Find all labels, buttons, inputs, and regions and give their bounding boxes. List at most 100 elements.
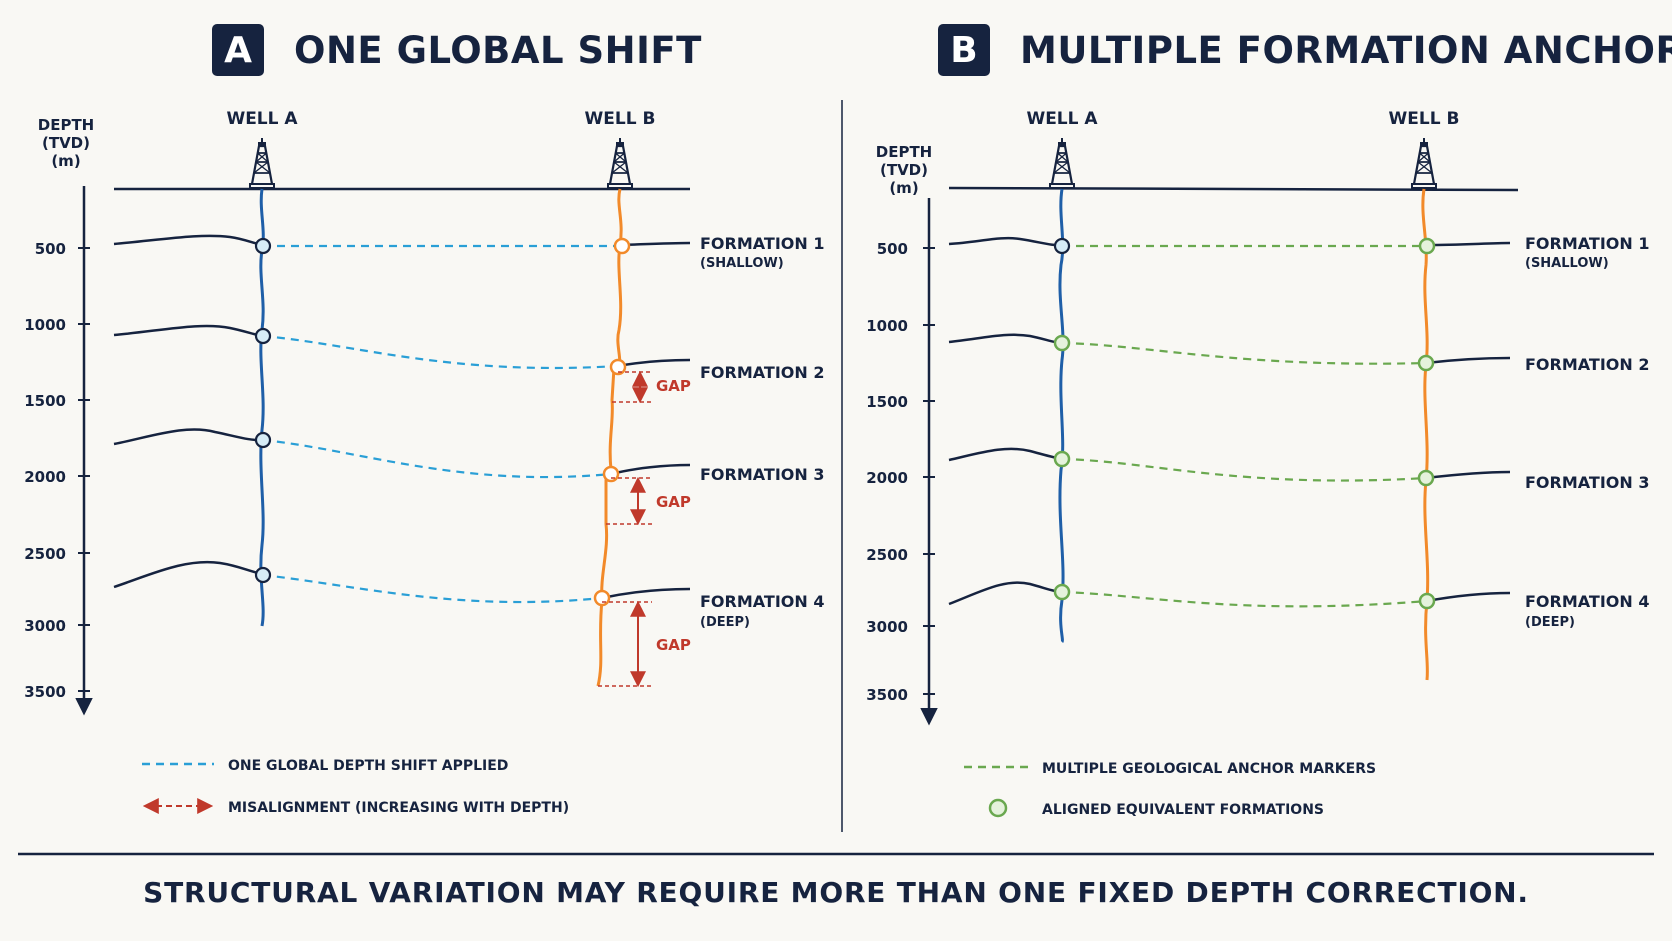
panel-b-header: B MULTIPLE FORMATION ANCHORS: [938, 22, 1672, 78]
oil-derrick-icon: [1410, 136, 1438, 190]
formation-1-horizon-left: [948, 236, 1062, 247]
panel-a-title: ONE GLOBAL SHIFT: [294, 28, 702, 72]
panel-b: DEPTH (TVD) (m) 500 1000 1500 2000 2500 …: [866, 109, 1649, 818]
well-a-label: WELL A: [226, 109, 298, 129]
formation-2-horizon-right: [617, 358, 691, 368]
formation-marker-well-b: [593, 589, 611, 607]
gap-indicator: GAP: [612, 370, 691, 404]
formation-marker-well-a: [254, 327, 272, 345]
anchor-marker-well-a: [1053, 450, 1071, 468]
depth-axis-label-line: DEPTH: [876, 143, 932, 161]
anchor-marker-well-b: [1417, 354, 1435, 372]
anchor-marker-well-a: [1053, 583, 1071, 601]
anchor-marker-well-b: [1417, 469, 1435, 487]
depth-axis-label-line: (TVD): [880, 161, 928, 179]
anchor-marker-well-a: [1053, 334, 1071, 352]
depth-tick-label: 2500: [24, 545, 66, 563]
depth-tick-label: 2000: [866, 469, 908, 487]
formation-marker-well-a: [254, 431, 272, 449]
formation-3-horizon-right: [610, 463, 691, 476]
gap-indicator: GAP: [598, 600, 691, 688]
well-a-trace: [259, 188, 265, 627]
depth-axis-label-line: (m): [889, 179, 918, 197]
depth-ticks: 500 1000 1500 2000 2500 3000 3500: [24, 240, 90, 701]
formation-marker-well-a: [1053, 237, 1071, 255]
global-shift-line-formation-4: [262, 573, 603, 604]
panel-b-title: MULTIPLE FORMATION ANCHORS: [1020, 28, 1672, 72]
depth-tick-label: 1500: [866, 393, 908, 411]
formation-4-horizon-right: [1426, 591, 1511, 603]
well-b-label: WELL B: [585, 109, 656, 129]
well-a-trace: [1058, 188, 1065, 644]
global-shift-line-formation-3: [262, 438, 612, 479]
formation-1-horizon-right: [621, 241, 691, 247]
formation-3-label: FORMATION 3: [700, 465, 824, 484]
well-a-label: WELL A: [1026, 109, 1098, 129]
formation-1-label: FORMATION 1: [700, 234, 824, 253]
formation-1-sublabel: (SHALLOW): [700, 256, 784, 271]
gap-label: GAP: [656, 636, 691, 654]
depth-tick-label: 3000: [866, 618, 908, 636]
anchor-marker-well-b: [1418, 237, 1436, 255]
formation-2-label: FORMATION 2: [1525, 355, 1649, 374]
formation-4-label: FORMATION 4: [700, 592, 824, 611]
anchor-line-formation-3: [1061, 457, 1427, 482]
depth-axis-label-line: (m): [51, 152, 80, 170]
formation-marker-well-b: [609, 358, 627, 376]
oil-derrick-icon: [606, 136, 634, 190]
oil-derrick-icon: [1048, 136, 1076, 190]
legend-swatch-aligned-formations: [988, 798, 1008, 818]
legend-label: MISALIGNMENT (INCREASING WITH DEPTH): [228, 800, 569, 816]
depth-tick-label: 1500: [24, 392, 66, 410]
formation-1-sublabel: (SHALLOW): [1525, 256, 1609, 271]
depth-tick-label: 1000: [866, 317, 908, 335]
formation-3-label: FORMATION 3: [1525, 473, 1649, 492]
formation-4-sublabel: (DEEP): [1525, 615, 1575, 630]
panel-a: DEPTH (TVD) (m) 500 1000 1500 2000 2500 …: [24, 109, 824, 816]
formation-4-horizon-left: [113, 560, 264, 589]
formation-1-label: FORMATION 1: [1525, 234, 1649, 253]
formation-4-sublabel: (DEEP): [700, 615, 750, 630]
depth-tick-label: 500: [877, 240, 908, 258]
formation-4-horizon-left: [948, 581, 1063, 606]
depth-ticks: 500 1000 1500 2000 2500 3000 3500: [866, 240, 935, 704]
formation-1-horizon-right: [1426, 241, 1511, 247]
depth-axis-label-line: DEPTH: [38, 116, 94, 134]
legend-a: ONE GLOBAL DEPTH SHIFT APPLIED MISALIGNM…: [142, 758, 569, 816]
formation-marker-well-b: [602, 465, 620, 483]
depth-axis-label-line: (TVD): [42, 134, 90, 152]
gap-label: GAP: [656, 377, 691, 395]
depth-tick-label: 3500: [866, 686, 908, 704]
footer-caption: STRUCTURAL VARIATION MAY REQUIRE MORE TH…: [143, 876, 1529, 909]
legend-label: MULTIPLE GEOLOGICAL ANCHOR MARKERS: [1042, 761, 1376, 777]
formation-4-horizon-right: [601, 587, 691, 600]
depth-tick-label: 3000: [24, 617, 66, 635]
depth-tick-label: 1000: [24, 316, 66, 334]
panel-a-badge: A: [212, 24, 264, 76]
anchor-line-formation-2: [1061, 341, 1427, 365]
legend-b: MULTIPLE GEOLOGICAL ANCHOR MARKERS ALIGN…: [964, 761, 1376, 818]
formation-4-label: FORMATION 4: [1525, 592, 1649, 611]
legend-label: ALIGNED EQUIVALENT FORMATIONS: [1042, 802, 1324, 818]
well-b-label: WELL B: [1389, 109, 1460, 129]
well-b-trace: [596, 188, 623, 687]
panel-a-header: A ONE GLOBAL SHIFT: [212, 22, 702, 78]
depth-tick-label: 2500: [866, 546, 908, 564]
formation-3-horizon-right: [1425, 470, 1511, 480]
gap-label: GAP: [656, 493, 691, 511]
formation-1-horizon-left: [113, 234, 264, 247]
anchor-line-formation-4: [1061, 590, 1428, 608]
formation-2-horizon-left: [113, 324, 264, 338]
depth-tick-label: 2000: [24, 468, 66, 486]
formation-3-horizon-left: [948, 447, 1063, 462]
oil-derrick-icon: [248, 136, 276, 190]
formation-marker-well-b: [613, 237, 631, 255]
formation-marker-well-a: [254, 237, 272, 255]
formation-2-horizon-right: [1425, 356, 1511, 365]
formation-2-label: FORMATION 2: [700, 363, 824, 382]
global-shift-line-formation-2: [262, 334, 619, 370]
gap-indicator: GAP: [606, 476, 691, 526]
depth-tick-label: 3500: [24, 683, 66, 701]
